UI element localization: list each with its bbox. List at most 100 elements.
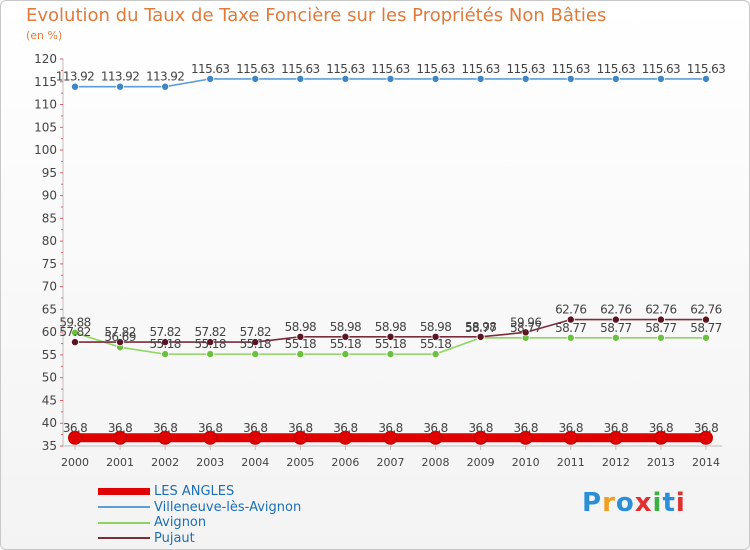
x-tick-label: 2006 — [331, 456, 359, 469]
data-point — [656, 74, 665, 83]
data-point — [521, 328, 530, 337]
data-point — [71, 328, 80, 337]
data-point — [161, 82, 170, 91]
y-tick-label: 75 — [42, 257, 57, 271]
legend-item: Villeneuve-lès-Avignon — [98, 500, 301, 516]
data-label: 115.63 — [597, 62, 635, 76]
y-tick-label: 70 — [42, 280, 57, 294]
data-label: 36.8 — [333, 421, 357, 435]
logo-letter: r — [602, 488, 616, 518]
data-label: 58.98 — [465, 320, 496, 334]
data-point — [341, 74, 350, 83]
x-tick-label: 2012 — [602, 456, 630, 469]
data-point — [701, 74, 710, 83]
x-tick-label: 2013 — [647, 456, 675, 469]
y-tick-label: 85 — [42, 211, 57, 225]
x-tick-label: 2002 — [151, 456, 179, 469]
data-label: 55.18 — [149, 337, 180, 351]
data-label: 58.98 — [420, 320, 451, 334]
x-tick-label: 2009 — [467, 456, 495, 469]
data-point — [476, 332, 485, 341]
data-label: 58.98 — [375, 320, 406, 334]
y-tick-label: 95 — [42, 166, 57, 180]
data-point — [203, 430, 218, 445]
y-tick-label: 35 — [42, 439, 57, 453]
data-point — [71, 338, 80, 347]
data-point — [563, 430, 578, 445]
x-tick-label: 2005 — [286, 456, 314, 469]
data-point — [701, 315, 710, 324]
data-label: 113.92 — [56, 70, 94, 84]
data-label: 55.18 — [375, 337, 406, 351]
legend-swatch — [98, 521, 150, 524]
data-label: 62.76 — [645, 303, 676, 317]
data-point — [296, 350, 305, 359]
x-tick-label: 2007 — [376, 456, 404, 469]
y-tick-label: 45 — [42, 393, 57, 407]
data-point — [476, 74, 485, 83]
logo-letter: t — [662, 488, 676, 518]
data-point — [701, 333, 710, 342]
y-tick-label: 40 — [42, 416, 57, 430]
y-tick-label: 110 — [34, 98, 57, 112]
data-point — [656, 333, 665, 342]
data-point — [611, 333, 620, 342]
x-tick-label: 2011 — [557, 456, 585, 469]
data-point — [68, 430, 82, 445]
data-label: 36.8 — [63, 421, 87, 435]
data-point — [71, 82, 80, 91]
x-tick-label: 2003 — [196, 456, 224, 469]
y-tick-label: 100 — [34, 143, 57, 157]
data-label: 36.8 — [514, 421, 538, 435]
y-tick-label: 115 — [34, 75, 57, 89]
legend: LES ANGLES Villeneuve-lès-Avignon Avignon P… — [98, 484, 301, 546]
data-label: 36.8 — [559, 421, 583, 435]
x-tick-label: 2008 — [422, 456, 450, 469]
data-label: 57.82 — [149, 325, 180, 339]
chart-title: Evolution du Taux de Taxe Foncière sur l… — [26, 5, 607, 26]
data-label: 36.8 — [378, 421, 402, 435]
y-tick-label: 50 — [42, 371, 57, 385]
y-tick-label: 60 — [42, 325, 57, 339]
x-tick-label: 2014 — [692, 456, 720, 469]
data-point — [341, 332, 350, 341]
legend-item: Avignon — [98, 515, 301, 531]
data-point — [251, 338, 260, 347]
data-label: 58.98 — [330, 320, 361, 334]
data-label: 59.88 — [59, 316, 90, 330]
data-label: 58.77 — [690, 321, 721, 335]
data-point — [698, 430, 713, 445]
legend-label: LES ANGLES — [154, 484, 235, 500]
y-tick-label: 65 — [42, 302, 57, 316]
data-point — [251, 350, 260, 359]
data-point — [338, 430, 353, 445]
data-point — [296, 74, 305, 83]
data-point — [206, 350, 215, 359]
data-label: 58.77 — [600, 321, 631, 335]
data-point — [386, 332, 395, 341]
y-tick-label: 90 — [42, 189, 57, 203]
data-label: 56.69 — [104, 330, 135, 344]
data-point — [248, 430, 263, 445]
data-point — [611, 74, 620, 83]
data-label: 113.92 — [146, 70, 184, 84]
data-point — [158, 430, 173, 445]
legend-item: LES ANGLES — [98, 484, 301, 500]
data-label: 115.63 — [371, 62, 409, 76]
data-point — [566, 315, 575, 324]
data-point — [431, 350, 440, 359]
data-point — [431, 332, 440, 341]
data-label: 36.8 — [604, 421, 628, 435]
x-tick-label: 2000 — [61, 456, 89, 469]
y-tick-label: 55 — [42, 348, 57, 362]
data-label: 55.18 — [285, 337, 316, 351]
data-label: 36.8 — [153, 421, 177, 435]
data-point — [161, 338, 170, 347]
data-label: 58.77 — [645, 321, 676, 335]
unit-label: (en %) — [26, 29, 63, 42]
data-point — [206, 338, 215, 347]
data-point — [431, 74, 440, 83]
logo-letter: P — [582, 488, 603, 518]
data-label: 55.18 — [195, 337, 226, 351]
